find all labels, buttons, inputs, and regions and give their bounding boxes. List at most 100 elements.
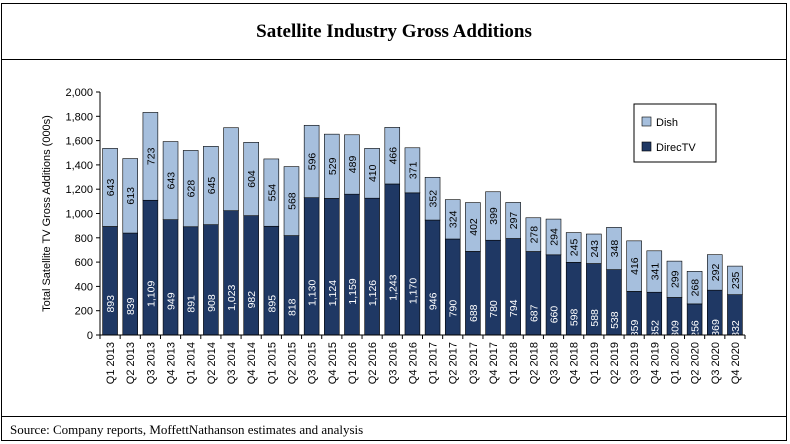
data-label-directv: 538 bbox=[609, 311, 621, 329]
y-tick-label: 1,200 bbox=[65, 184, 93, 196]
bar-directv bbox=[223, 210, 239, 336]
data-label-directv: 332 bbox=[730, 320, 742, 338]
data-label-directv: 949 bbox=[166, 292, 178, 310]
y-tick-label: 1,600 bbox=[65, 136, 93, 148]
bar-dish bbox=[505, 202, 521, 239]
data-label-directv: 794 bbox=[508, 299, 520, 317]
bar-dish bbox=[243, 142, 259, 216]
bar-dish bbox=[223, 127, 239, 212]
y-tick-label: 1,000 bbox=[65, 209, 93, 221]
bar-dish bbox=[122, 158, 138, 234]
data-label-dish: 268 bbox=[690, 279, 702, 297]
bar-dish bbox=[646, 250, 663, 293]
data-label-dish: 278 bbox=[528, 226, 540, 244]
data-label-dish: 529 bbox=[327, 157, 339, 175]
x-tick-label: Q4 2017 bbox=[488, 342, 500, 384]
y-tick-label: 0 bbox=[87, 330, 93, 342]
bar-dish bbox=[142, 112, 159, 201]
data-label-directv: 256 bbox=[690, 320, 702, 338]
bar-dish bbox=[626, 240, 642, 292]
data-label-dish: 399 bbox=[488, 207, 500, 225]
data-label-directv: 818 bbox=[286, 298, 298, 316]
data-label-dish: 410 bbox=[367, 164, 379, 182]
x-tick-label: Q4 2020 bbox=[730, 342, 742, 384]
data-label-directv: 790 bbox=[448, 300, 460, 318]
data-label-dish: 466 bbox=[387, 147, 399, 165]
data-label-directv: 1,243 bbox=[387, 274, 399, 300]
bar-directv bbox=[283, 235, 300, 336]
y-axis-label: Total Satellite TV Gross Additions (000s… bbox=[41, 115, 53, 312]
data-label-dish: 416 bbox=[629, 257, 641, 275]
data-label-dish: 245 bbox=[569, 239, 581, 257]
bar-dish bbox=[324, 133, 340, 199]
bar-directv bbox=[122, 232, 138, 336]
x-tick-label: Q1 2020 bbox=[669, 342, 681, 384]
x-tick-label: Q3 2015 bbox=[307, 342, 319, 384]
data-label-dish: 645 bbox=[206, 177, 218, 195]
bar-directv bbox=[324, 198, 340, 336]
x-tick-label: Q1 2017 bbox=[428, 342, 440, 384]
y-tick-label: 1,800 bbox=[65, 111, 93, 123]
legend-label-dish: Dish bbox=[656, 117, 678, 129]
data-label-directv: 1,124 bbox=[327, 280, 339, 306]
bar-dish bbox=[444, 199, 461, 240]
x-tick-label: Q4 2015 bbox=[327, 342, 339, 384]
data-label-dish: 324 bbox=[448, 210, 460, 228]
x-tick-label: Q4 2014 bbox=[246, 342, 258, 384]
bar-directv bbox=[182, 226, 199, 336]
y-tick-label: 800 bbox=[75, 233, 93, 245]
data-label-dish: 294 bbox=[549, 228, 561, 246]
data-label-directv: 369 bbox=[710, 319, 722, 337]
x-tick-label: Q1 2013 bbox=[105, 342, 117, 384]
data-label-directv: 1,023 bbox=[226, 284, 238, 310]
bar-directv bbox=[203, 224, 219, 336]
x-tick-label: Q3 2018 bbox=[549, 342, 561, 384]
x-tick-label: Q2 2018 bbox=[528, 342, 540, 384]
x-tick-label: Q2 2020 bbox=[690, 342, 702, 384]
data-label-directv: 891 bbox=[186, 295, 198, 313]
bar-dish bbox=[727, 265, 743, 295]
data-label-directv: 1,126 bbox=[367, 280, 379, 306]
chart-frame: Satellite Industry Gross Additions Sourc… bbox=[1, 3, 787, 441]
data-label-dish: 596 bbox=[307, 153, 319, 171]
bar-directv bbox=[424, 219, 441, 336]
source-note: Source: Company reports, MoffettNathanso… bbox=[10, 422, 364, 437]
x-tick-label: Q1 2014 bbox=[186, 342, 198, 384]
bar-dish bbox=[203, 146, 219, 225]
data-label-dish: 292 bbox=[710, 264, 722, 282]
bar-directv bbox=[303, 197, 320, 336]
data-label-dish: 554 bbox=[266, 184, 278, 202]
bar-directv bbox=[404, 192, 421, 336]
bar-dish bbox=[263, 158, 280, 227]
data-label-dish: 723 bbox=[145, 147, 157, 165]
data-label-directv: 598 bbox=[569, 308, 581, 326]
data-label-dish: 235 bbox=[730, 271, 742, 289]
bar-directv bbox=[142, 199, 159, 336]
x-tick-label: Q3 2019 bbox=[629, 342, 641, 384]
x-tick-label: Q3 2016 bbox=[387, 342, 399, 384]
legend-label-directv: DirecTV bbox=[656, 142, 696, 154]
data-label-directv: 309 bbox=[669, 320, 681, 338]
bar-directv bbox=[364, 197, 380, 336]
x-tick-label: Q3 2014 bbox=[226, 342, 238, 384]
y-tick-label: 2,000 bbox=[65, 87, 93, 99]
bar-dish bbox=[303, 124, 320, 199]
x-tick-label: Q4 2019 bbox=[649, 342, 661, 384]
data-label-dish: 352 bbox=[428, 190, 440, 208]
title-bar: Satellite Industry Gross Additions bbox=[2, 4, 786, 60]
bar-directv bbox=[505, 238, 521, 336]
legend-swatch-dish bbox=[641, 116, 652, 127]
data-label-directv: 688 bbox=[468, 304, 480, 322]
source-bar: Source: Company reports, MoffettNathanso… bbox=[2, 416, 786, 442]
x-tick-label: Q3 2013 bbox=[145, 342, 157, 384]
data-label-directv: 946 bbox=[428, 292, 440, 310]
data-label-directv: 352 bbox=[649, 320, 661, 338]
x-tick-label: Q2 2017 bbox=[448, 342, 460, 384]
x-tick-label: Q4 2018 bbox=[569, 342, 581, 384]
bar-directv bbox=[162, 219, 179, 336]
x-tick-label: Q1 2019 bbox=[589, 342, 601, 384]
data-label-dish: 371 bbox=[407, 161, 419, 179]
bar-dish bbox=[283, 166, 300, 236]
bar-dish bbox=[606, 227, 622, 270]
data-label-dish: 643 bbox=[105, 179, 117, 197]
